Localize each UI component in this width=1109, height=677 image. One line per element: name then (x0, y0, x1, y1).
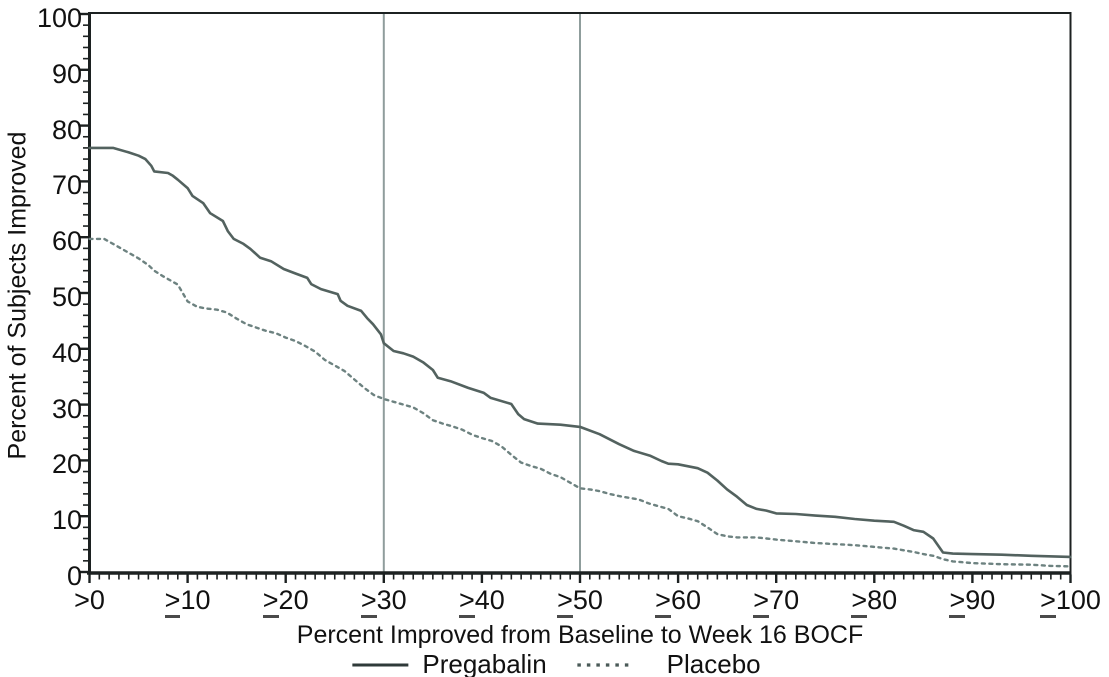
y-tick-label-80: 80 (51, 114, 82, 145)
x-tick-label-0: >0 (74, 585, 105, 615)
x-tick-label-90: >90 (927, 585, 1017, 618)
legend-item-placebo: Placebo (577, 649, 761, 677)
y-tick-label-30: 30 (51, 393, 82, 424)
legend: Pregabalin Placebo (351, 649, 761, 677)
y-tick-label-90: 90 (51, 58, 82, 89)
y-tick-label-10: 10 (51, 505, 82, 536)
y-axis-title: Percent of Subjects Improved (3, 131, 32, 460)
y-tick-label-50: 50 (51, 282, 82, 312)
y-tick-label-60: 60 (51, 226, 82, 257)
x-tick-label-100: >100 (1026, 585, 1109, 618)
legend-label-pregabalin: Pregabalin (422, 649, 547, 677)
series-line-placebo (88, 237, 1072, 568)
solid-line-swatch (352, 663, 409, 666)
x-axis-title: Percent Improved from Baseline to Week 1… (296, 621, 864, 649)
x-tick-label-20: >20 (241, 585, 331, 618)
y-tick-label-70: 70 (51, 170, 82, 201)
y-tick-label-40: 40 (51, 337, 82, 368)
y-tick-label-0: 0 (66, 561, 82, 591)
x-tick-label-60: >60 (633, 585, 723, 618)
x-tick-label-50: >50 (535, 585, 625, 618)
legend-item-pregabalin: Pregabalin (351, 649, 547, 677)
x-tick-label-40: >40 (437, 585, 527, 618)
y-tick-label-20: 20 (51, 449, 82, 480)
x-tick-label-30: >30 (339, 585, 429, 618)
dashed-line-swatch (577, 662, 632, 667)
y-tick-label-100: 100 (36, 3, 82, 33)
x-tick-label-70: >70 (731, 585, 821, 618)
series-line-pregabalin (88, 146, 1072, 559)
x-tick-label-80: >80 (829, 585, 919, 618)
legend-label-placebo: Placebo (666, 649, 761, 677)
x-tick-label-10: >10 (143, 585, 233, 618)
